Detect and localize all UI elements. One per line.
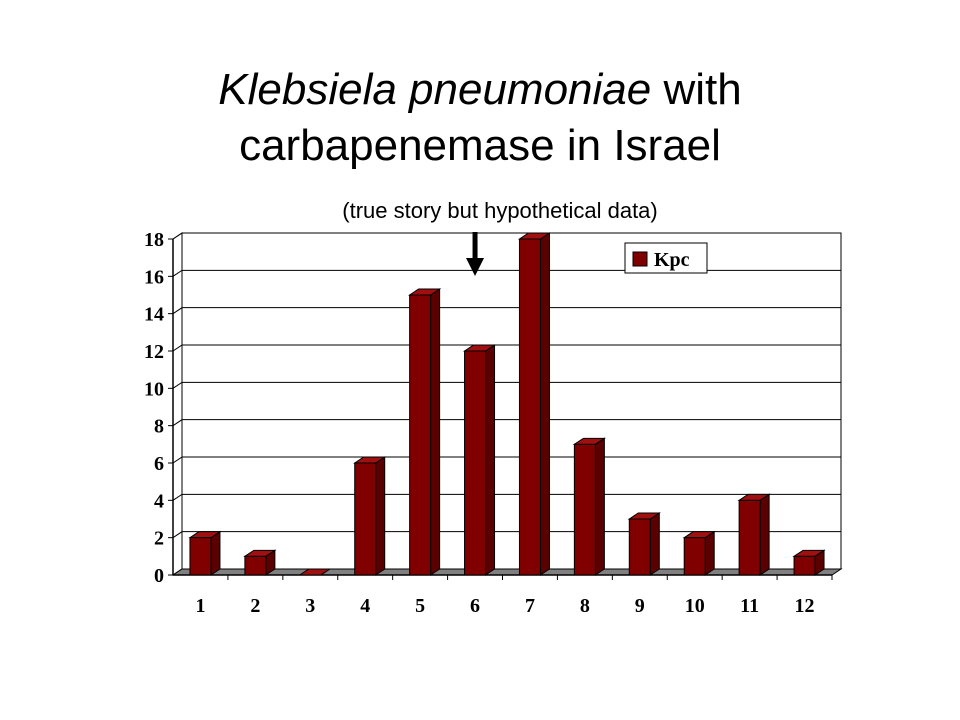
gridline bbox=[172, 456, 841, 464]
gridline bbox=[172, 344, 841, 352]
bar-front bbox=[409, 294, 432, 576]
bar-5 bbox=[407, 288, 442, 576]
x-tick-label: 8 bbox=[580, 595, 590, 617]
bar-front bbox=[464, 350, 487, 576]
title-italic-part: Klebsiela pneumoniae bbox=[218, 65, 652, 114]
annotation-arrow-head bbox=[466, 258, 485, 276]
bar-6 bbox=[462, 344, 497, 576]
gridline bbox=[172, 232, 841, 240]
y-tick-label: 0 bbox=[154, 565, 164, 587]
bar-side bbox=[539, 232, 550, 576]
bar-8 bbox=[572, 437, 607, 576]
bar-side bbox=[485, 344, 496, 576]
y-tick-label: 8 bbox=[154, 416, 164, 438]
x-tick-label: 4 bbox=[360, 595, 370, 617]
x-tick-label: 6 bbox=[470, 595, 480, 617]
gridline bbox=[172, 419, 841, 427]
bar-front bbox=[518, 238, 541, 576]
bar-side bbox=[430, 288, 441, 576]
bar-front bbox=[628, 518, 651, 576]
bar-side bbox=[594, 437, 605, 576]
bar-side bbox=[649, 512, 660, 576]
x-tick-label: 1 bbox=[195, 595, 205, 617]
x-tick-label: 12 bbox=[795, 595, 815, 617]
x-tick-label: 9 bbox=[635, 595, 645, 617]
gridline bbox=[172, 531, 841, 539]
gridline bbox=[172, 381, 841, 389]
chart-subtitle: (true story but hypothetical data) bbox=[342, 198, 658, 223]
y-tick-label: 16 bbox=[144, 266, 164, 288]
bar-top bbox=[298, 568, 332, 576]
bar-10 bbox=[682, 530, 716, 576]
x-tick-label: 11 bbox=[740, 595, 759, 617]
x-tick-label: 5 bbox=[415, 595, 425, 617]
bar-front bbox=[354, 462, 377, 576]
y-tick-label: 2 bbox=[154, 528, 164, 550]
chart-title: Klebsiela pneumoniae with carbapenemase … bbox=[0, 62, 960, 174]
x-tick-label: 3 bbox=[305, 595, 315, 617]
bar-front bbox=[683, 537, 706, 576]
bar-2 bbox=[243, 549, 277, 576]
bar-4 bbox=[353, 456, 387, 576]
bar-9 bbox=[627, 512, 661, 576]
y-tick-label: 6 bbox=[154, 453, 164, 475]
y-tick-label: 18 bbox=[144, 229, 164, 251]
bar-side bbox=[704, 530, 715, 576]
y-tick-label: 4 bbox=[154, 490, 164, 512]
side-wall bbox=[172, 232, 183, 576]
legend-swatch bbox=[632, 251, 648, 267]
bar-front bbox=[793, 555, 816, 576]
x-tick-label: 7 bbox=[525, 595, 535, 617]
x-tick-label: 2 bbox=[250, 595, 260, 617]
bar-1 bbox=[188, 530, 222, 576]
y-tick-label: 10 bbox=[144, 378, 164, 400]
bar-11 bbox=[737, 493, 771, 576]
title-line2: carbapenemase in Israel bbox=[239, 121, 721, 170]
y-tick-label: 14 bbox=[144, 304, 164, 326]
gridline bbox=[172, 307, 841, 315]
title-rest-line1: with bbox=[651, 65, 742, 114]
bar-side bbox=[375, 456, 386, 576]
bar-side bbox=[210, 530, 221, 576]
bar-side bbox=[759, 493, 770, 576]
legend-label: Kpc bbox=[654, 249, 690, 271]
bar-12 bbox=[792, 549, 826, 576]
bar-front bbox=[573, 443, 596, 576]
bar-7 bbox=[517, 232, 552, 576]
y-tick-label: 12 bbox=[144, 341, 164, 363]
bar-front bbox=[244, 555, 267, 576]
gridline bbox=[172, 493, 841, 501]
bar-front bbox=[189, 537, 212, 576]
gridline bbox=[172, 269, 841, 277]
bar-3 bbox=[298, 568, 332, 576]
plot-area bbox=[181, 232, 842, 570]
x-tick-label: 10 bbox=[685, 595, 705, 617]
bar-front bbox=[738, 499, 761, 576]
